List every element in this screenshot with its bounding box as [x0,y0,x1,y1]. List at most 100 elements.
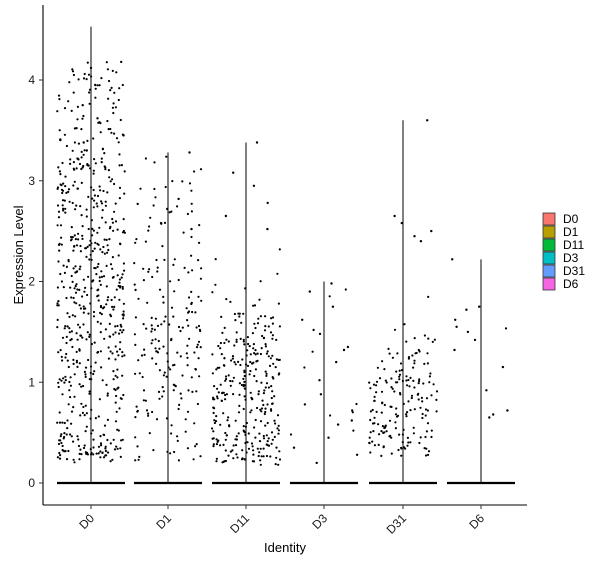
data-point [243,458,246,461]
data-point [413,337,416,340]
data-point [435,390,439,393]
data-point [75,283,78,286]
data-point [89,453,93,456]
data-point [148,225,151,228]
data-point [212,430,215,433]
data-point [100,161,103,164]
data-point [263,389,266,392]
data-point [69,158,72,161]
data-point [242,377,245,380]
data-point [103,152,106,155]
data-point [114,374,117,377]
data-point [103,337,106,340]
data-point [87,195,90,198]
data-point [100,202,104,205]
data-point [119,447,122,450]
data-point [105,238,108,241]
data-point [73,180,76,183]
legend-swatch [542,238,556,252]
data-point [219,423,222,426]
data-point [390,377,393,380]
data-point [381,425,384,428]
data-point [84,430,87,433]
data-point [58,378,61,381]
data-point [303,366,306,369]
data-point [195,443,198,446]
data-point [61,393,64,396]
data-point [424,454,428,457]
data-point [100,270,103,273]
data-point [158,369,161,372]
data-point [198,375,201,378]
data-point [380,390,384,393]
data-point [187,296,191,299]
data-point [260,455,263,458]
data-point [102,275,106,278]
x-axis-title: Identity [264,540,306,555]
data-point [177,278,180,282]
data-point [65,191,68,194]
data-point [249,353,252,356]
data-point [92,229,95,232]
data-point [109,442,112,445]
data-point [59,439,62,442]
data-point [253,374,256,378]
data-point [111,267,114,270]
data-point [116,447,119,450]
data-point [271,438,274,441]
data-point [64,185,67,188]
data-point [246,349,249,352]
data-point [69,286,72,289]
data-point [60,280,64,283]
data-point [134,288,137,292]
data-point [150,342,153,345]
data-point [215,438,218,441]
data-point [172,383,175,386]
data-point [274,366,277,369]
data-point [368,442,371,445]
data-point [73,234,76,237]
data-point [430,429,433,432]
data-point [151,275,154,279]
data-point [272,377,275,380]
data-point [473,338,477,342]
data-point [119,323,122,326]
data-point [96,231,99,234]
data-point [371,440,374,443]
data-point [117,429,120,432]
data-point [229,450,232,453]
data-point [72,362,75,365]
data-point [134,416,137,419]
data-point [145,409,149,412]
data-point [275,358,278,361]
data-point [65,352,68,356]
data-point [99,122,102,125]
data-point [134,316,137,319]
data-point [156,351,160,354]
data-point [109,460,112,463]
data-point [222,443,225,446]
data-point [163,320,166,323]
data-point [71,280,74,283]
data-point [116,228,119,231]
data-point [216,440,219,443]
data-point [89,253,92,256]
data-point [372,383,376,386]
data-point [260,347,263,350]
data-point [259,420,263,423]
data-point [117,141,120,144]
data-point [84,286,87,289]
data-point [115,288,118,291]
data-point [120,164,123,167]
data-point [465,308,468,311]
data-point [121,287,124,290]
data-point [424,408,428,411]
data-point [111,305,114,308]
data-point [151,339,154,342]
data-point [142,279,145,282]
data-point [119,286,122,289]
data-point [57,94,61,97]
data-point [92,169,95,172]
